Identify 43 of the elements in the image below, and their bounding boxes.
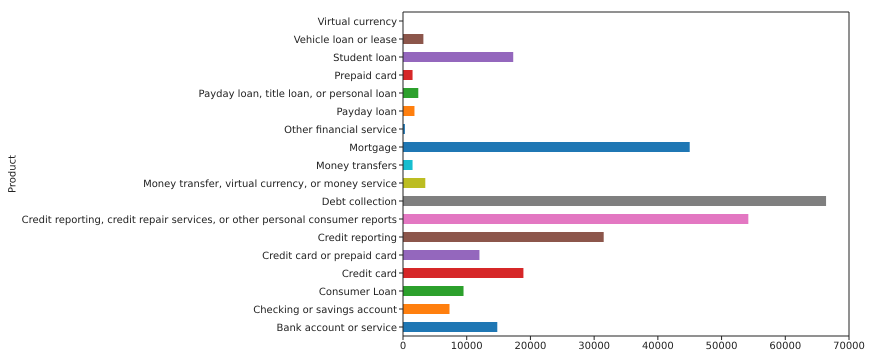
bar [403, 88, 418, 98]
bar [403, 160, 413, 170]
bar [403, 70, 413, 80]
y-tick-label: Vehicle loan or lease [294, 35, 397, 46]
y-tick-label: Payday loan, title loan, or personal loan [198, 89, 397, 100]
y-tick-label: Money transfers [316, 161, 397, 172]
y-tick-label: Student loan [333, 53, 397, 64]
bar [403, 52, 514, 62]
bar [403, 268, 524, 278]
y-tick-label: Credit reporting [318, 233, 397, 244]
y-tick-label: Virtual currency [318, 17, 398, 28]
y-tick-label: Credit reporting, credit repair services, or other personal consumer reports [22, 215, 397, 226]
bar [403, 286, 464, 296]
y-tick-label: Consumer Loan [318, 287, 397, 298]
y-tick-label: Prepaid card [334, 71, 397, 82]
bar [403, 34, 424, 44]
x-tick-label: 20000 [514, 341, 546, 352]
bar [403, 214, 748, 224]
y-axis-title: Product [8, 154, 19, 193]
bar [403, 304, 450, 314]
y-tick-label: Money transfer, virtual currency, or money service [143, 179, 397, 190]
x-tick-label: 70000 [833, 341, 865, 352]
x-tick-label: 0 [400, 341, 406, 352]
x-tick-label: 30000 [578, 341, 610, 352]
bar [403, 196, 826, 206]
bar [403, 178, 426, 188]
x-tick-label: 10000 [450, 341, 483, 352]
y-tick-label: Checking or savings account [253, 305, 398, 316]
x-tick-label: 40000 [642, 341, 674, 352]
y-tick-label: Bank account or service [276, 323, 397, 334]
x-tick-label: 60000 [769, 341, 802, 352]
bar [403, 106, 414, 116]
y-tick-label: Mortgage [349, 143, 397, 154]
y-tick-label: Payday loan [336, 107, 397, 118]
y-tick-label: Debt collection [322, 197, 397, 208]
y-tick-label: Other financial service [284, 125, 397, 136]
bar [403, 142, 690, 152]
x-tick-label: 50000 [706, 341, 738, 352]
bar [403, 232, 604, 242]
bar [403, 250, 480, 260]
y-tick-label: Credit card or prepaid card [262, 251, 397, 262]
y-tick-label: Credit card [342, 269, 397, 280]
bar [403, 322, 498, 332]
